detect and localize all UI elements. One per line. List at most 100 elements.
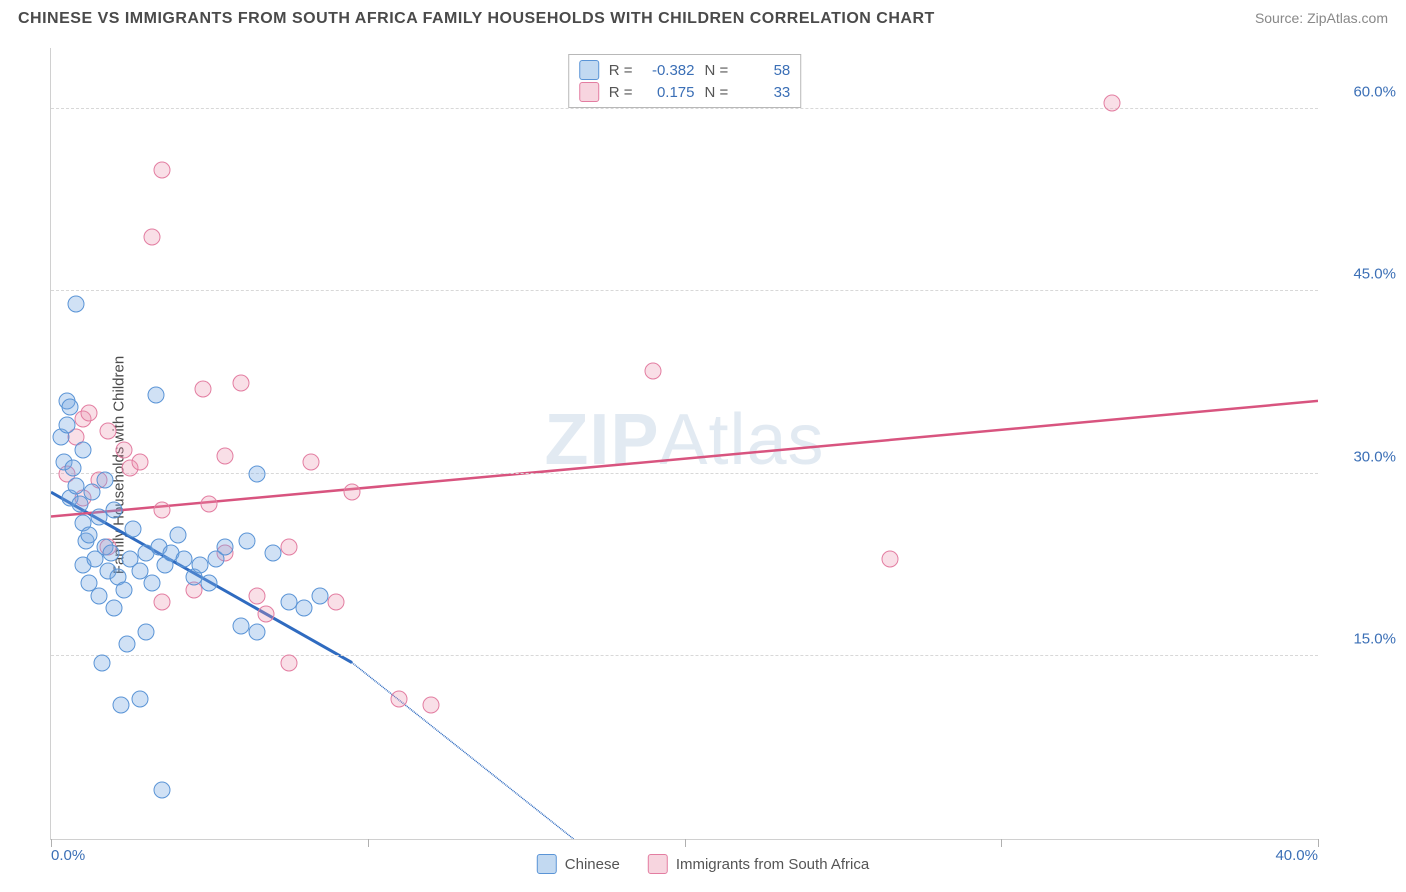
data-point bbox=[96, 472, 113, 489]
data-point bbox=[153, 593, 170, 610]
data-point bbox=[195, 380, 212, 397]
gridline-horizontal bbox=[51, 473, 1318, 474]
data-point bbox=[280, 654, 297, 671]
y-tick-label: 45.0% bbox=[1353, 266, 1396, 283]
watermark: ZIPAtlas bbox=[544, 398, 824, 480]
data-point bbox=[81, 526, 98, 543]
data-point bbox=[248, 465, 265, 482]
data-point bbox=[90, 508, 107, 525]
data-point bbox=[68, 295, 85, 312]
x-tick bbox=[51, 839, 52, 847]
data-point bbox=[153, 161, 170, 178]
gridline-horizontal bbox=[51, 290, 1318, 291]
legend-label-b: Immigrants from South Africa bbox=[676, 856, 869, 873]
x-tick-label: 40.0% bbox=[1275, 847, 1318, 864]
data-point bbox=[58, 417, 75, 434]
data-point bbox=[138, 624, 155, 641]
swatch-blue-icon bbox=[537, 854, 557, 874]
data-point bbox=[125, 520, 142, 537]
plot-area: ZIPAtlas R = -0.382 N = 58 R = 0.175 N =… bbox=[50, 48, 1318, 840]
data-point bbox=[233, 618, 250, 635]
r-label: R = bbox=[609, 84, 633, 101]
data-point bbox=[233, 374, 250, 391]
chart-container: Family Households with Children ZIPAtlas… bbox=[0, 38, 1406, 892]
data-point bbox=[106, 599, 123, 616]
data-point bbox=[248, 587, 265, 604]
data-point bbox=[217, 538, 234, 555]
data-point bbox=[81, 405, 98, 422]
n-label: N = bbox=[705, 62, 729, 79]
y-tick-label: 30.0% bbox=[1353, 448, 1396, 465]
data-point bbox=[153, 502, 170, 519]
data-point bbox=[201, 496, 218, 513]
data-point bbox=[131, 691, 148, 708]
data-point bbox=[191, 557, 208, 574]
x-tick-label: 0.0% bbox=[51, 847, 85, 864]
data-point bbox=[248, 624, 265, 641]
data-point bbox=[280, 538, 297, 555]
data-point bbox=[644, 362, 661, 379]
data-point bbox=[68, 478, 85, 495]
data-point bbox=[112, 697, 129, 714]
x-tick bbox=[1001, 839, 1002, 847]
data-point bbox=[65, 459, 82, 476]
r-value-b: 0.175 bbox=[643, 84, 695, 101]
data-point bbox=[258, 605, 275, 622]
watermark-rest: Atlas bbox=[659, 399, 824, 479]
legend-series: Chinese Immigrants from South Africa bbox=[537, 854, 869, 874]
n-value-b: 33 bbox=[738, 84, 790, 101]
data-point bbox=[144, 228, 161, 245]
data-point bbox=[176, 551, 193, 568]
data-point bbox=[90, 587, 107, 604]
legend-stats-row-b: R = 0.175 N = 33 bbox=[579, 81, 791, 103]
data-point bbox=[169, 526, 186, 543]
data-point bbox=[115, 581, 132, 598]
y-tick-label: 60.0% bbox=[1353, 83, 1396, 100]
data-point bbox=[103, 545, 120, 562]
x-tick bbox=[685, 839, 686, 847]
watermark-bold: ZIP bbox=[544, 399, 659, 479]
data-point bbox=[217, 447, 234, 464]
swatch-pink-icon bbox=[648, 854, 668, 874]
data-point bbox=[343, 484, 360, 501]
data-point bbox=[882, 551, 899, 568]
legend-item-a: Chinese bbox=[537, 854, 620, 874]
data-point bbox=[264, 545, 281, 562]
legend-stats-row-a: R = -0.382 N = 58 bbox=[579, 59, 791, 81]
y-tick-label: 15.0% bbox=[1353, 631, 1396, 648]
x-tick bbox=[1318, 839, 1319, 847]
data-point bbox=[131, 453, 148, 470]
chart-header: CHINESE VS IMMIGRANTS FROM SOUTH AFRICA … bbox=[0, 0, 1406, 38]
data-point bbox=[144, 575, 161, 592]
data-point bbox=[119, 636, 136, 653]
data-point bbox=[312, 587, 329, 604]
source-label: Source: ZipAtlas.com bbox=[1255, 10, 1388, 26]
data-point bbox=[296, 599, 313, 616]
gridline-horizontal bbox=[51, 655, 1318, 656]
data-point bbox=[106, 502, 123, 519]
data-point bbox=[328, 593, 345, 610]
data-point bbox=[153, 782, 170, 799]
chart-title: CHINESE VS IMMIGRANTS FROM SOUTH AFRICA … bbox=[18, 10, 935, 28]
data-point bbox=[391, 691, 408, 708]
swatch-blue-icon bbox=[579, 60, 599, 80]
data-point bbox=[74, 441, 91, 458]
n-value-a: 58 bbox=[738, 62, 790, 79]
data-point bbox=[62, 399, 79, 416]
data-point bbox=[302, 453, 319, 470]
x-tick bbox=[368, 839, 369, 847]
r-label: R = bbox=[609, 62, 633, 79]
data-point bbox=[239, 532, 256, 549]
legend-item-b: Immigrants from South Africa bbox=[648, 854, 869, 874]
gridline-horizontal bbox=[51, 108, 1318, 109]
data-point bbox=[201, 575, 218, 592]
r-value-a: -0.382 bbox=[643, 62, 695, 79]
data-point bbox=[1104, 94, 1121, 111]
data-point bbox=[115, 441, 132, 458]
trend-lines bbox=[51, 48, 1318, 839]
data-point bbox=[423, 697, 440, 714]
data-point bbox=[100, 423, 117, 440]
swatch-pink-icon bbox=[579, 82, 599, 102]
legend-stats: R = -0.382 N = 58 R = 0.175 N = 33 bbox=[568, 54, 802, 108]
data-point bbox=[93, 654, 110, 671]
